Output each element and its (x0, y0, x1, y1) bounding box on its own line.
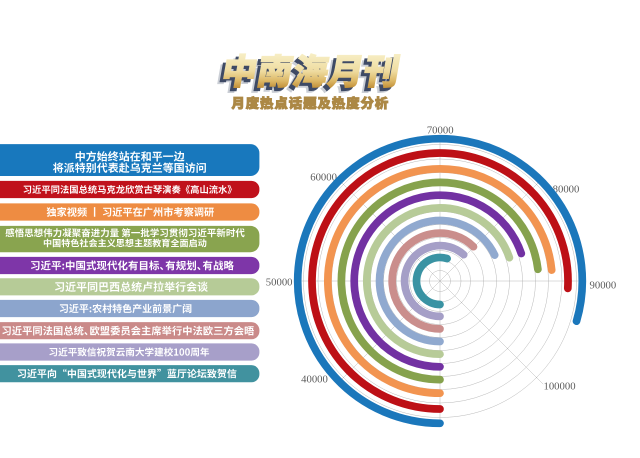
svg-text:70000: 70000 (427, 125, 454, 137)
svg-text:80000: 80000 (553, 184, 580, 196)
svg-text:60000: 60000 (310, 171, 337, 183)
svg-text:100000: 100000 (543, 381, 575, 393)
svg-text:40000: 40000 (301, 374, 328, 386)
svg-text:50000: 50000 (266, 276, 293, 288)
svg-text:90000: 90000 (590, 279, 617, 291)
